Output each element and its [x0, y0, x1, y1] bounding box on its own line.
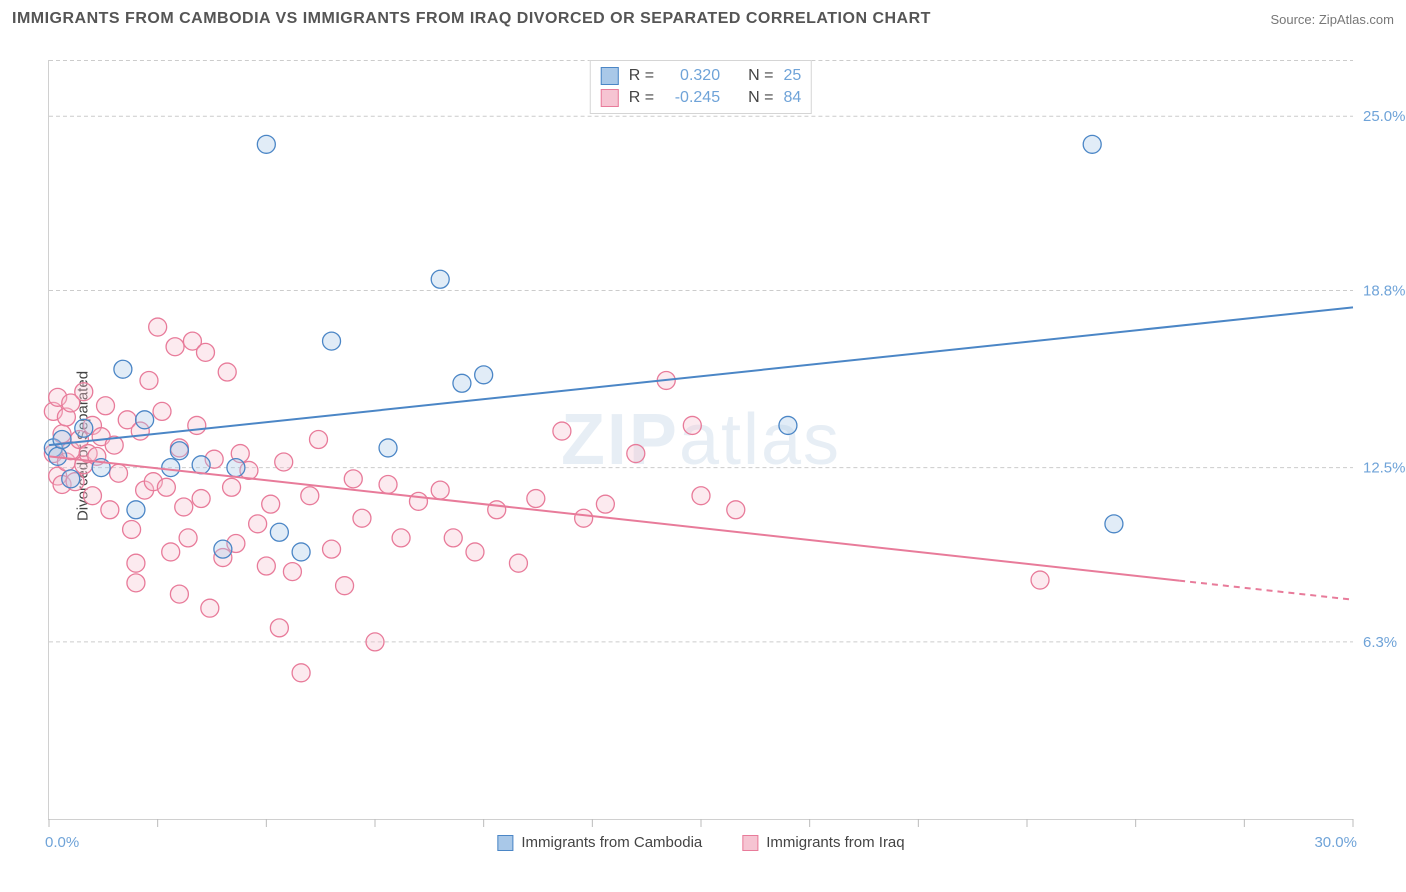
chart-svg: 6.3%12.5%18.8%25.0% [49, 60, 1353, 819]
legend-bottom: Immigrants from Cambodia Immigrants from… [497, 834, 904, 851]
source-link[interactable]: ZipAtlas.com [1319, 12, 1394, 27]
x-min-label: 0.0% [45, 834, 79, 851]
legend-swatch-iraq [742, 835, 758, 851]
legend-item-iraq: Immigrants from Iraq [742, 834, 904, 851]
x-max-label: 30.0% [1314, 834, 1357, 851]
svg-text:18.8%: 18.8% [1363, 283, 1405, 300]
svg-text:6.3%: 6.3% [1363, 634, 1397, 651]
swatch-cambodia [601, 67, 619, 85]
stats-row-cambodia: R = 0.320 N = 25 [601, 65, 801, 87]
swatch-iraq [601, 89, 619, 107]
source-attribution: Source: ZipAtlas.com [1270, 12, 1394, 27]
chart-title: IMMIGRANTS FROM CAMBODIA VS IMMIGRANTS F… [12, 10, 931, 28]
svg-text:12.5%: 12.5% [1363, 460, 1405, 477]
stats-row-iraq: R = -0.245 N = 84 [601, 87, 801, 109]
title-bar: IMMIGRANTS FROM CAMBODIA VS IMMIGRANTS F… [12, 10, 1394, 28]
stats-legend-box: R = 0.320 N = 25 R = -0.245 N = 84 [590, 60, 812, 114]
plot-area: ZIPatlas 6.3%12.5%18.8%25.0% R = 0.320 N… [48, 60, 1353, 820]
legend-item-cambodia: Immigrants from Cambodia [497, 834, 702, 851]
legend-swatch-cambodia [497, 835, 513, 851]
svg-text:25.0%: 25.0% [1363, 108, 1405, 125]
